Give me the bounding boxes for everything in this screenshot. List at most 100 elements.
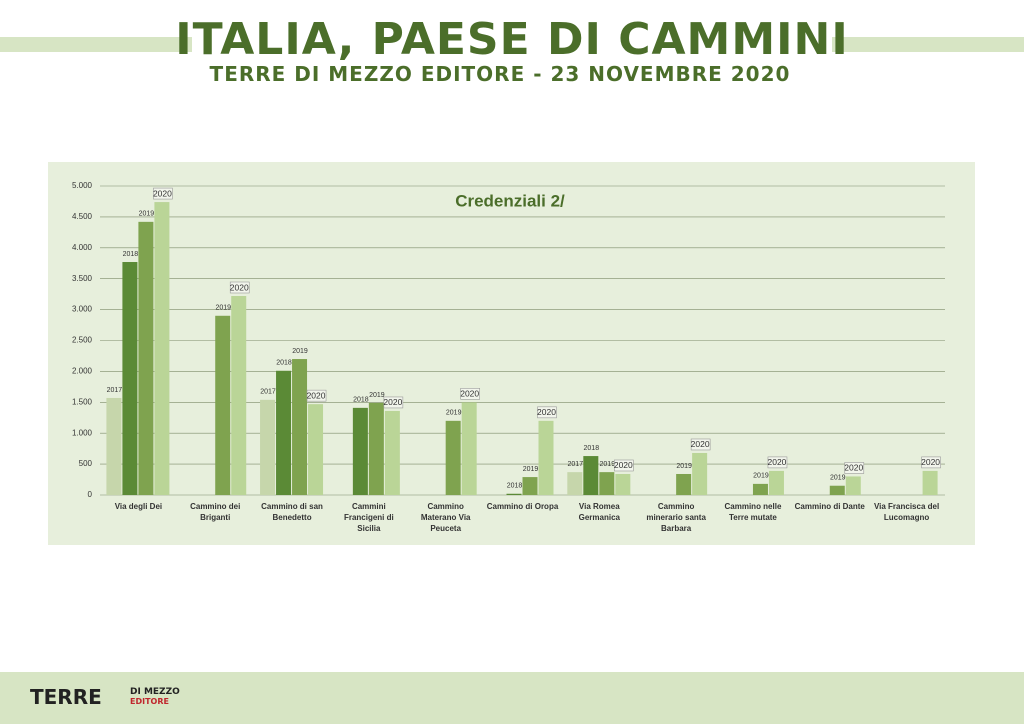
bar bbox=[615, 473, 631, 495]
data-label: 2020 bbox=[614, 460, 633, 470]
label-box bbox=[229, 281, 250, 294]
y-tick-label: 1.500 bbox=[72, 397, 93, 406]
chart-title: Credenziali 2/ bbox=[455, 191, 565, 210]
bar bbox=[292, 359, 308, 495]
bar bbox=[845, 476, 861, 495]
data-label: 2017 bbox=[107, 387, 123, 394]
data-label: 2019 bbox=[600, 461, 616, 468]
header-band bbox=[0, 37, 192, 52]
page-title: ITALIA, PAESE DI CAMMINI bbox=[175, 14, 849, 65]
bar bbox=[676, 473, 692, 495]
bar bbox=[260, 399, 276, 495]
data-label: 2019 bbox=[292, 348, 308, 355]
y-tick-label: 4.000 bbox=[72, 243, 93, 252]
data-label: 2020 bbox=[691, 439, 710, 449]
data-label: 2020 bbox=[844, 463, 863, 473]
x-tick-label: Cammino di san Benedetto bbox=[261, 502, 323, 522]
bar bbox=[368, 402, 384, 495]
data-label: 2020 bbox=[921, 457, 940, 467]
bar bbox=[308, 404, 324, 495]
data-label: 2020 bbox=[460, 389, 479, 399]
data-label: 2017 bbox=[260, 389, 276, 396]
data-label: 2019 bbox=[753, 473, 769, 480]
bar bbox=[138, 221, 154, 495]
y-tick-label: 2.000 bbox=[72, 367, 93, 376]
data-label: 2019 bbox=[215, 305, 231, 312]
data-label: 2020 bbox=[537, 407, 556, 417]
y-tick-label: 2.500 bbox=[72, 336, 93, 345]
y-tick-label: 5.000 bbox=[72, 181, 93, 190]
label-box bbox=[614, 459, 634, 472]
data-label: 2017 bbox=[568, 461, 584, 468]
bar bbox=[215, 315, 231, 495]
data-label: 2019 bbox=[676, 463, 692, 470]
x-tick-label: Cammino di Dante bbox=[794, 502, 865, 511]
x-tick-label: Cammino Materano Via Peuceta bbox=[420, 502, 471, 533]
data-label: 2019 bbox=[830, 475, 846, 482]
label-box bbox=[537, 406, 557, 419]
x-tick-label: Cammino minerario santa Barbara bbox=[646, 502, 706, 533]
x-tick-label: Cammini Francigeni di Sicilia bbox=[343, 502, 394, 533]
label-box bbox=[844, 462, 865, 474]
bar bbox=[154, 202, 170, 495]
bar bbox=[599, 472, 615, 495]
data-label: 2020 bbox=[230, 282, 249, 292]
label-box bbox=[153, 187, 173, 200]
chart-panel bbox=[48, 162, 975, 545]
data-label: 2019 bbox=[523, 466, 539, 473]
x-tick-label: Cammino dei Briganti bbox=[190, 502, 241, 522]
x-tick-label: Via degli Dei bbox=[114, 502, 163, 511]
label-box bbox=[460, 387, 480, 400]
x-tick-label: Cammino di Oropa bbox=[486, 502, 559, 511]
logo-text: DI MEZZO bbox=[130, 687, 180, 697]
logo: TERRE bbox=[30, 685, 102, 709]
data-label: 2020 bbox=[307, 390, 326, 400]
data-label: 2020 bbox=[383, 397, 402, 407]
data-label: 2018 bbox=[276, 360, 292, 367]
data-label: 2020 bbox=[767, 457, 786, 467]
bar bbox=[352, 407, 368, 495]
bar bbox=[567, 472, 583, 495]
y-tick-label: 3.000 bbox=[72, 305, 93, 314]
y-tick-label: 0 bbox=[88, 490, 93, 499]
bar bbox=[922, 470, 938, 495]
bar bbox=[122, 262, 138, 495]
bar bbox=[829, 485, 845, 495]
data-label: 2019 bbox=[446, 410, 462, 417]
bar bbox=[106, 397, 122, 495]
bar bbox=[384, 410, 400, 495]
data-label: 2019 bbox=[139, 211, 155, 218]
data-label: 2020 bbox=[153, 188, 172, 198]
page-subtitle: TERRE DI MEZZO EDITORE - 23 NOVEMBRE 202… bbox=[209, 62, 791, 86]
data-label: 2018 bbox=[584, 445, 600, 452]
footer bbox=[0, 672, 1024, 724]
bar bbox=[506, 493, 522, 495]
bar bbox=[231, 296, 247, 495]
bar bbox=[752, 483, 768, 495]
label-box bbox=[306, 389, 327, 402]
y-tick-label: 4.500 bbox=[72, 212, 93, 221]
bar bbox=[461, 402, 477, 495]
data-label: 2018 bbox=[353, 397, 369, 404]
logo-text: EDITORE bbox=[130, 697, 169, 706]
bar bbox=[538, 420, 554, 495]
data-label: 2018 bbox=[123, 251, 139, 258]
bar bbox=[583, 456, 599, 495]
bar bbox=[445, 420, 461, 495]
x-tick-label: Via Francisca del Lucomagno bbox=[873, 502, 940, 522]
data-label: 2019 bbox=[369, 392, 385, 399]
y-tick-label: 500 bbox=[79, 459, 93, 468]
bar bbox=[768, 470, 784, 495]
bar bbox=[276, 370, 292, 495]
x-tick-label: Via Romea Germanica bbox=[578, 502, 620, 522]
data-label: 2018 bbox=[507, 483, 523, 490]
label-box bbox=[383, 396, 404, 409]
bar bbox=[522, 477, 538, 495]
x-tick-label: Cammino nelle Terre mutate bbox=[724, 502, 782, 522]
label-box bbox=[690, 438, 711, 451]
header-band bbox=[832, 37, 1024, 52]
bar bbox=[692, 452, 708, 495]
